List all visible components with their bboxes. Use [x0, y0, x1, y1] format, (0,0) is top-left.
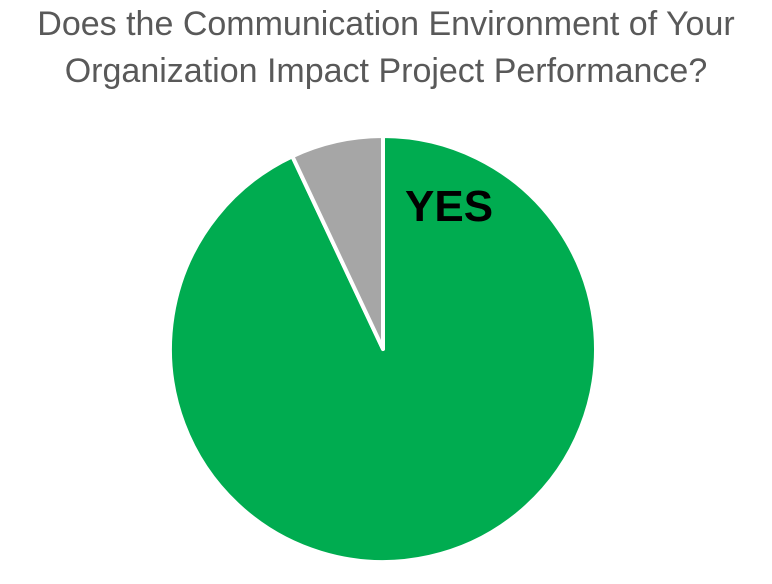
chart-title-line-2: Organization Impact Project Performance?: [64, 52, 708, 90]
pie-data-label-yes: YES: [405, 182, 494, 231]
pie-slice-unlabeled: [290, 134, 385, 351]
chart-title: Does the Communication Environment of Yo…: [0, 1, 772, 95]
chart-title-line-1: Does the Communication Environment of Yo…: [37, 5, 735, 43]
